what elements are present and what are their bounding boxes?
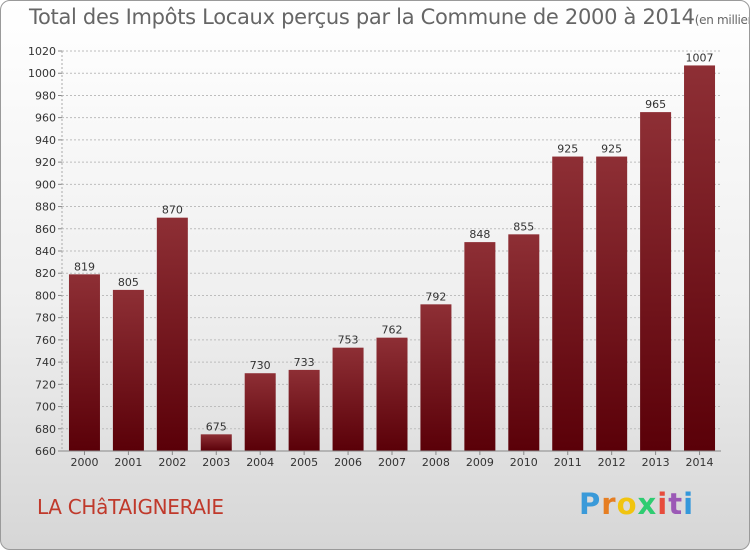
bar xyxy=(508,234,540,451)
value-label: 819 xyxy=(74,260,95,273)
commune-name: LA CHâTAIGNERAIE xyxy=(37,495,224,519)
logo-letter: r xyxy=(601,487,617,521)
bar xyxy=(332,347,364,451)
y-tick-label: 920 xyxy=(35,156,56,169)
y-tick-label: 940 xyxy=(35,134,56,147)
bar xyxy=(640,112,672,451)
value-labels: 819 805 870 675 730 733 753 762 792 848 855 925 925 9… xyxy=(74,51,714,433)
bar xyxy=(376,337,408,451)
value-label: 733 xyxy=(294,356,315,369)
y-tick-label: 1000 xyxy=(28,67,56,80)
y-tick-label: 980 xyxy=(35,89,56,102)
x-tick-label: 2009 xyxy=(466,456,494,469)
x-axis-ticks: 2000 2001 2002 2003 2004 2005 2006 2007 2008 2009… xyxy=(70,451,714,469)
bar xyxy=(684,65,716,451)
x-tick-label: 2001 xyxy=(114,456,142,469)
logo-letter: o xyxy=(616,487,638,521)
proxiti-logo: Proxiti xyxy=(579,487,694,521)
bar xyxy=(464,242,496,451)
x-tick-label: 2004 xyxy=(246,456,274,469)
x-tick-label: 2003 xyxy=(202,456,230,469)
chart-title: Total des Impôts Locaux perçus par la Co… xyxy=(29,5,749,29)
bar xyxy=(596,156,628,452)
y-tick-label: 960 xyxy=(35,112,56,125)
x-tick-label: 2007 xyxy=(378,456,406,469)
value-label: 730 xyxy=(250,359,271,372)
y-tick-label: 760 xyxy=(35,334,56,347)
bar xyxy=(288,369,320,451)
logo-letter: t xyxy=(668,487,684,521)
x-tick-label: 2010 xyxy=(510,456,538,469)
x-tick-label: 2005 xyxy=(290,456,318,469)
value-label: 965 xyxy=(645,98,666,111)
bar xyxy=(68,274,100,451)
y-tick-label: 1020 xyxy=(28,45,56,58)
bar xyxy=(552,156,584,452)
y-tick-label: 720 xyxy=(35,378,56,391)
logo-letter: i xyxy=(683,487,695,521)
y-tick-label: 840 xyxy=(35,245,56,258)
x-tick-label: 2013 xyxy=(642,456,670,469)
y-tick-label: 700 xyxy=(35,401,56,414)
y-tick-label: 820 xyxy=(35,267,56,280)
x-tick-label: 2011 xyxy=(554,456,582,469)
bar xyxy=(200,434,232,451)
x-tick-label: 2002 xyxy=(158,456,186,469)
value-label: 925 xyxy=(601,143,622,156)
y-tick-label: 800 xyxy=(35,289,56,302)
y-tick-label: 860 xyxy=(35,223,56,236)
x-tick-label: 2006 xyxy=(334,456,362,469)
logo-letter: P xyxy=(579,487,602,521)
logo-letter: i xyxy=(657,487,669,521)
value-label: 762 xyxy=(382,324,403,337)
y-tick-label: 740 xyxy=(35,356,56,369)
value-label: 792 xyxy=(425,290,446,303)
bars xyxy=(68,65,716,452)
y-tick-label: 780 xyxy=(35,312,56,325)
y-tick-label: 680 xyxy=(35,423,56,436)
bar xyxy=(244,373,276,451)
y-tick-label: 900 xyxy=(35,178,56,191)
value-label: 925 xyxy=(557,143,578,156)
y-tick-label: 880 xyxy=(35,201,56,214)
value-label: 753 xyxy=(338,334,359,347)
unit-note: (en milliers d'€) xyxy=(694,13,749,27)
x-tick-label: 2008 xyxy=(422,456,450,469)
value-label: 870 xyxy=(162,204,183,217)
bar xyxy=(420,304,452,451)
y-tick-label: 660 xyxy=(35,445,56,458)
logo-letter: x xyxy=(637,487,658,521)
value-label: 855 xyxy=(513,220,534,233)
bar xyxy=(112,289,144,451)
value-label: 675 xyxy=(206,420,227,433)
bar xyxy=(156,217,188,451)
x-tick-label: 2012 xyxy=(598,456,626,469)
value-label: 805 xyxy=(118,276,139,289)
y-axis-ticks: 660 680 700 720 740 760 780 800 820 840 860 880 900 9… xyxy=(28,45,56,458)
x-tick-label: 2014 xyxy=(686,456,714,469)
value-label: 1007 xyxy=(686,51,714,64)
x-tick-label: 2000 xyxy=(70,456,98,469)
value-label: 848 xyxy=(469,228,490,241)
